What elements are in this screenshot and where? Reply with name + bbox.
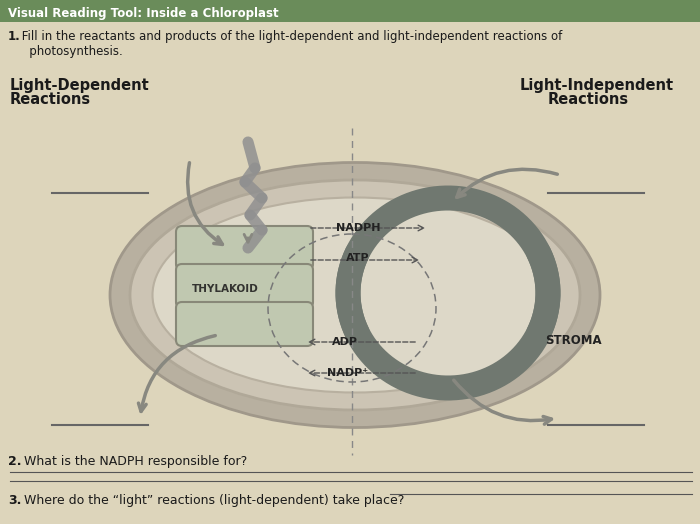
Text: 3.: 3. [8,494,22,507]
Text: THYLAKOID: THYLAKOID [192,284,259,294]
Text: Where do the “light” reactions (light-dependent) take place?: Where do the “light” reactions (light-de… [20,494,405,507]
Text: STROMA: STROMA [545,333,601,346]
Text: NADPH: NADPH [336,223,380,233]
Text: Light-Independent: Light-Independent [520,78,674,93]
Text: Light-Dependent: Light-Dependent [10,78,150,93]
Ellipse shape [110,162,600,428]
Text: ADP: ADP [332,337,358,347]
Text: 2.: 2. [8,455,22,468]
FancyBboxPatch shape [176,264,313,308]
Text: NADP⁺: NADP⁺ [328,368,369,378]
Text: ATP: ATP [346,253,370,263]
Text: What is the NADPH responsible for?: What is the NADPH responsible for? [20,455,247,468]
Ellipse shape [153,198,557,392]
FancyBboxPatch shape [176,226,313,270]
FancyBboxPatch shape [176,302,313,346]
Text: Reactions: Reactions [548,92,629,107]
Text: Reactions: Reactions [10,92,91,107]
Text: Visual Reading Tool: Inside a Chloroplast: Visual Reading Tool: Inside a Chloroplas… [8,6,279,19]
Text: 1.: 1. [8,30,21,43]
Ellipse shape [130,180,580,410]
Bar [0,0,700,22]
Text: Fill in the reactants and products of the light-dependent and light-independent : Fill in the reactants and products of th… [18,30,562,58]
